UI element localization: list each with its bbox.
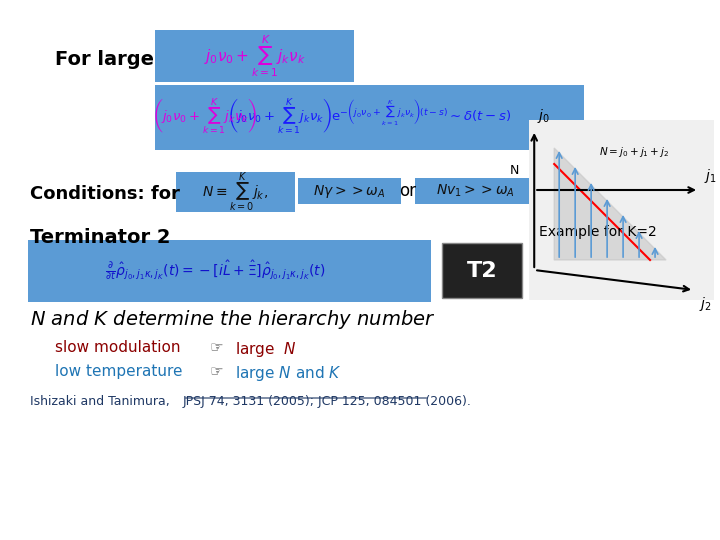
Text: $j_0\nu_0 + \sum_{k=1}^{K} j_k\nu_k$: $j_0\nu_0 + \sum_{k=1}^{K} j_k\nu_k$ xyxy=(204,33,305,79)
FancyBboxPatch shape xyxy=(529,120,714,300)
Text: $j_1$: $j_1$ xyxy=(704,167,716,185)
Text: $N=j_0+j_1+j_2$: $N=j_0+j_1+j_2$ xyxy=(599,145,670,159)
Text: ☞: ☞ xyxy=(210,340,223,355)
FancyBboxPatch shape xyxy=(442,243,522,298)
Text: $\left(j_0\nu_0 + \sum_{k=1}^{K} j_k\nu_k\right)\mathrm{e}^{-\left(j_0\nu_0+\sum: $\left(j_0\nu_0 + \sum_{k=1}^{K} j_k\nu_… xyxy=(228,97,511,137)
Text: $\frac{\partial}{\partial t}\hat{\rho}_{j_0,j_1\kappa,j_K}(t)= -\left[i\hat{L}+\: $\frac{\partial}{\partial t}\hat{\rho}_{… xyxy=(104,258,325,282)
Text: $N \equiv \sum_{k=0}^{K} j_k,$: $N \equiv \sum_{k=0}^{K} j_k,$ xyxy=(202,170,268,214)
FancyBboxPatch shape xyxy=(28,240,431,302)
Text: $\left(j_0\nu_0 + \sum_{k=1}^{K} j_k\nu_k\right)$: $\left(j_0\nu_0 + \sum_{k=1}^{K} j_k\nu_… xyxy=(153,97,257,137)
Text: $N$ and $K$ determine the hierarchy number: $N$ and $K$ determine the hierarchy numb… xyxy=(30,308,436,331)
Text: Ishizaki and Tanimura,: Ishizaki and Tanimura, xyxy=(30,395,174,408)
Polygon shape xyxy=(554,148,666,260)
Text: or: or xyxy=(399,182,416,200)
Text: $Nv_1 >> \omega_A$: $Nv_1 >> \omega_A$ xyxy=(436,183,515,199)
Text: JPSJ 74, 3131 (2005); JCP 125, 084501 (2006).: JPSJ 74, 3131 (2005); JCP 125, 084501 (2… xyxy=(183,395,472,408)
Text: large  $N$: large $N$ xyxy=(235,340,296,359)
FancyBboxPatch shape xyxy=(155,85,584,150)
Text: Conditions: for: Conditions: for xyxy=(30,185,180,203)
Text: $j_0$: $j_0$ xyxy=(537,107,550,125)
Text: ☞: ☞ xyxy=(210,364,223,379)
Text: slow modulation: slow modulation xyxy=(55,340,181,355)
FancyBboxPatch shape xyxy=(176,172,294,212)
Text: large $N$ and $K$: large $N$ and $K$ xyxy=(235,364,341,383)
Text: $j_2$: $j_2$ xyxy=(699,295,711,313)
Text: N: N xyxy=(510,164,519,177)
Text: $N\gamma >> \omega_A$: $N\gamma >> \omega_A$ xyxy=(313,183,386,199)
Text: T2: T2 xyxy=(467,261,498,281)
FancyBboxPatch shape xyxy=(155,30,354,82)
FancyBboxPatch shape xyxy=(415,178,534,204)
Text: For large: For large xyxy=(55,50,154,69)
Text: low temperature: low temperature xyxy=(55,364,182,379)
Text: Terminator 2: Terminator 2 xyxy=(30,228,171,247)
Text: Example for K=2: Example for K=2 xyxy=(539,225,657,239)
FancyBboxPatch shape xyxy=(297,178,402,204)
